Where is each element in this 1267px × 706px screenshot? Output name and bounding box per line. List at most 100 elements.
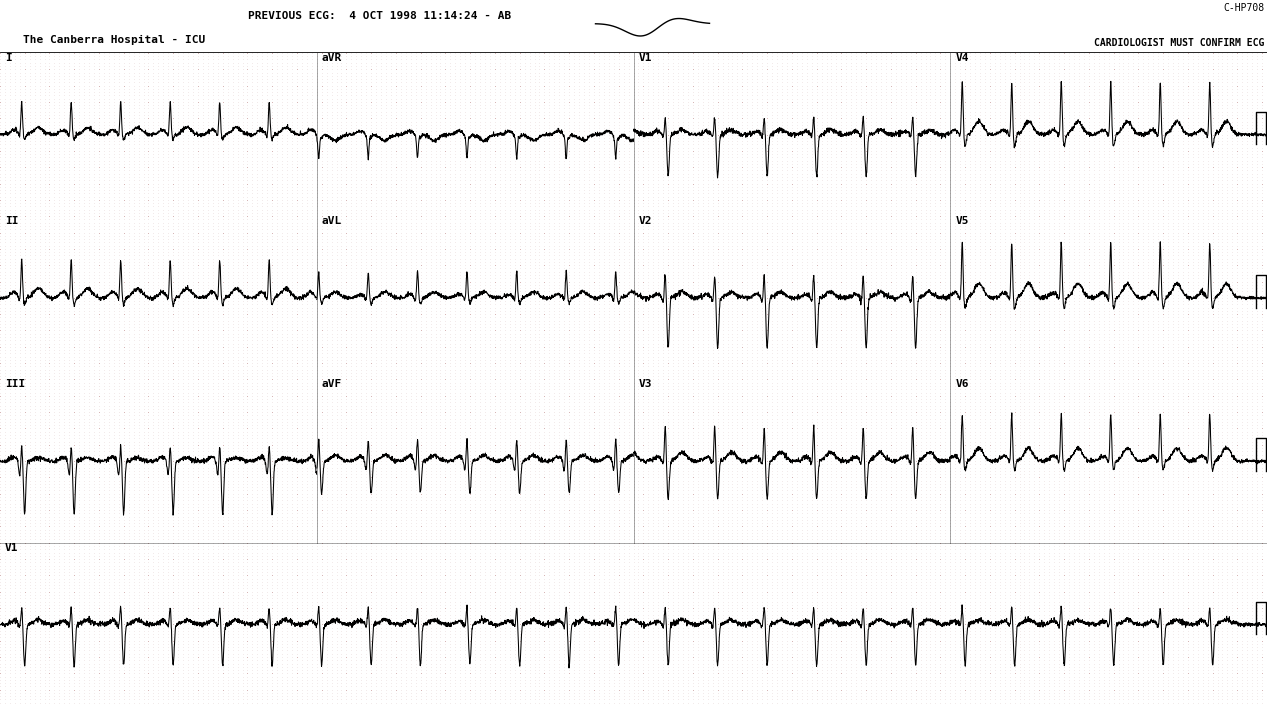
Point bbox=[1019, 240, 1039, 251]
Point bbox=[841, 93, 862, 104]
Point bbox=[1015, 234, 1035, 245]
Point bbox=[5, 138, 25, 150]
Point bbox=[68, 635, 89, 647]
Point bbox=[737, 445, 758, 457]
Point bbox=[223, 168, 243, 179]
Point bbox=[123, 57, 143, 68]
Point bbox=[475, 429, 495, 441]
Point bbox=[94, 618, 114, 630]
Point bbox=[1083, 658, 1104, 669]
Point bbox=[332, 335, 352, 346]
Point bbox=[148, 504, 169, 515]
Point bbox=[945, 407, 965, 418]
Point bbox=[376, 439, 397, 450]
Point bbox=[366, 524, 386, 535]
Point bbox=[138, 397, 158, 408]
Point bbox=[1039, 681, 1059, 692]
Point bbox=[79, 426, 99, 437]
Point bbox=[826, 409, 846, 421]
Point bbox=[1010, 537, 1030, 549]
Point bbox=[490, 550, 511, 561]
Point bbox=[336, 407, 356, 418]
Point bbox=[767, 181, 787, 193]
Point bbox=[405, 563, 426, 575]
Point bbox=[366, 181, 386, 193]
Point bbox=[668, 694, 688, 705]
Point bbox=[1213, 220, 1233, 232]
Point bbox=[436, 312, 456, 323]
Point bbox=[0, 433, 20, 444]
Point bbox=[623, 570, 644, 581]
Point bbox=[1163, 417, 1183, 428]
Point bbox=[450, 635, 470, 647]
Point bbox=[272, 224, 293, 235]
Point bbox=[906, 690, 926, 702]
Point bbox=[831, 501, 851, 513]
Point bbox=[792, 100, 812, 111]
Point bbox=[753, 419, 773, 431]
Point bbox=[1119, 606, 1139, 617]
Point bbox=[68, 142, 89, 153]
Point bbox=[291, 361, 312, 372]
Point bbox=[881, 335, 901, 346]
Point bbox=[564, 240, 584, 251]
Point bbox=[969, 654, 990, 666]
Point bbox=[639, 397, 659, 408]
Point bbox=[727, 642, 748, 653]
Point bbox=[594, 217, 614, 228]
Point bbox=[846, 204, 867, 215]
Point bbox=[688, 475, 708, 486]
Point bbox=[242, 498, 262, 509]
Point bbox=[138, 429, 158, 441]
Point bbox=[262, 309, 283, 320]
Point bbox=[653, 540, 673, 551]
Point bbox=[1109, 282, 1129, 294]
Point bbox=[356, 556, 376, 568]
Point bbox=[29, 469, 49, 480]
Point bbox=[128, 158, 148, 169]
Point bbox=[73, 174, 94, 186]
Point bbox=[540, 488, 560, 499]
Point bbox=[302, 556, 322, 568]
Point bbox=[559, 475, 579, 486]
Point bbox=[707, 491, 727, 503]
Point bbox=[841, 419, 862, 431]
Point bbox=[540, 266, 560, 277]
Point bbox=[65, 80, 85, 91]
Point bbox=[455, 521, 475, 532]
Point bbox=[356, 210, 376, 222]
Point bbox=[440, 527, 460, 539]
Point bbox=[252, 188, 272, 199]
Point bbox=[673, 688, 693, 699]
Point bbox=[1223, 423, 1243, 434]
Point bbox=[1182, 373, 1202, 385]
Point bbox=[965, 632, 986, 643]
Point bbox=[613, 341, 634, 352]
Point bbox=[208, 119, 228, 131]
Point bbox=[371, 544, 392, 555]
Point bbox=[990, 109, 1010, 121]
Point bbox=[870, 269, 891, 280]
Point bbox=[341, 263, 361, 274]
Point bbox=[485, 582, 506, 594]
Point bbox=[302, 469, 322, 480]
Point bbox=[579, 632, 599, 643]
Point bbox=[1228, 628, 1248, 640]
Point bbox=[589, 521, 609, 532]
Point bbox=[302, 224, 322, 235]
Point bbox=[445, 524, 465, 535]
Point bbox=[1192, 622, 1213, 633]
Point bbox=[302, 152, 322, 163]
Point bbox=[1073, 517, 1093, 529]
Point bbox=[702, 164, 722, 176]
Point bbox=[886, 136, 906, 147]
Point bbox=[950, 73, 971, 85]
Point bbox=[169, 390, 189, 402]
Point bbox=[1187, 341, 1207, 352]
Point bbox=[569, 119, 589, 131]
Point bbox=[1168, 652, 1188, 663]
Point bbox=[628, 573, 649, 585]
Point bbox=[756, 256, 777, 268]
Point bbox=[584, 590, 604, 601]
Point bbox=[1078, 276, 1098, 287]
